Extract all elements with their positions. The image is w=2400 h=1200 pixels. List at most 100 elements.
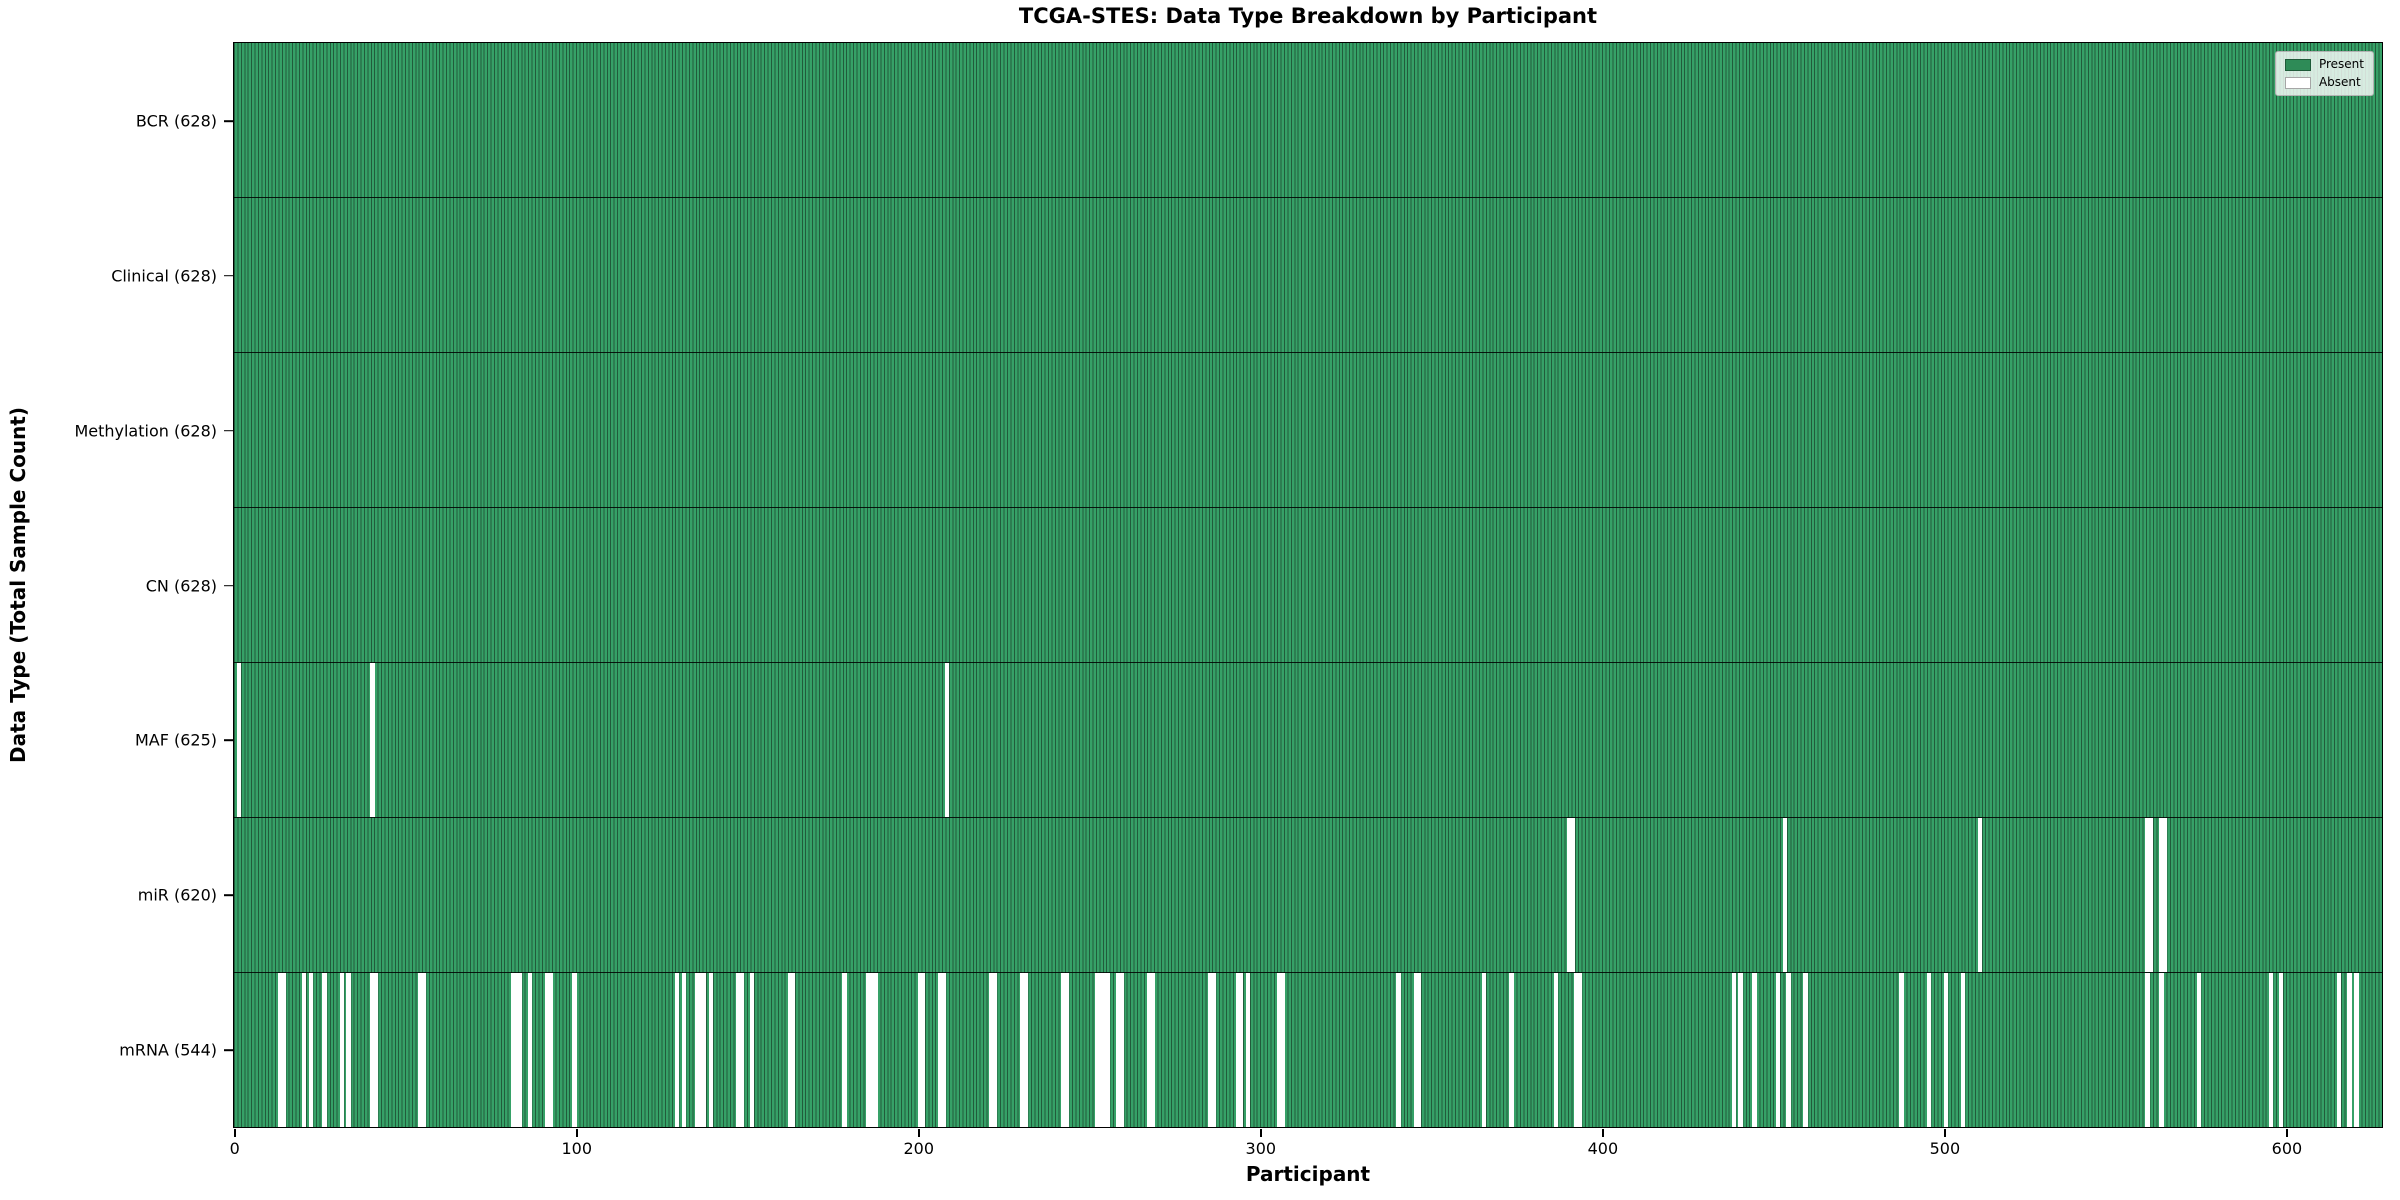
absent-gap [698,973,704,1127]
absent-gap [749,973,755,1127]
x-tick-label: 400 [1587,1139,1619,1158]
absent-gap [1574,973,1579,1127]
legend-label-present: Present [2318,57,2364,71]
absent-gap [695,973,700,1127]
x-tick-label: 200 [903,1139,935,1158]
absent-gap [1115,973,1121,1127]
absent-gap [1280,973,1285,1127]
absent-gap [236,663,242,817]
absent-gap [1211,973,1217,1127]
y-tick-mark [224,274,233,277]
absent-gap [1098,973,1104,1127]
absent-gap [1416,973,1422,1127]
absent-gap [681,973,686,1127]
absent-gap [418,973,423,1127]
y-tick-mark [224,584,233,587]
absent-gap [702,973,707,1127]
absent-gap [322,973,327,1127]
y-tick-mark [224,429,233,432]
row-maf [234,662,2382,817]
row-clinical [234,197,2382,352]
absent-gap [1239,973,1244,1127]
absent-gap [1926,973,1931,1127]
absent-gap [1208,973,1213,1127]
y-tick-label: mRNA (544) [119,1040,217,1060]
absent-gap [989,973,994,1127]
absent-gap [1481,973,1487,1127]
y-tick-label: Clinical (628) [111,266,217,286]
absent-gap [513,973,519,1127]
absent-gap [421,973,427,1127]
absent-gap [2148,818,2154,972]
absent-gap [1776,973,1781,1127]
x-tick-label: 100 [561,1139,592,1158]
y-tick-label: MAF (625) [134,730,217,750]
absent-gap [1102,973,1107,1127]
absent-gap [548,973,553,1127]
absent-gap [1020,973,1025,1127]
legend-item-present: Present [2284,57,2364,71]
x-tick-label: 0 [229,1139,240,1158]
absent-gap [572,973,577,1127]
absent-gap [842,973,847,1127]
x-tick-mark [1260,1129,1262,1137]
absent-gap [873,973,878,1127]
absent-gap [1105,973,1111,1127]
absent-gap [1731,973,1737,1127]
absent-gap [944,663,950,817]
absent-gap [2159,818,2164,972]
absent-gap [1567,818,1572,972]
row-methylation [234,352,2382,507]
absent-gap [370,973,375,1127]
absent-gap [527,973,533,1127]
legend-item-absent: Absent [2284,75,2364,89]
absent-gap [1245,973,1251,1127]
x-axis-label: Participant [1245,1162,1371,1186]
x-tick-label: 600 [2271,1139,2303,1158]
y-tick-label: Methylation (628) [74,421,217,441]
absent-gap [1577,973,1583,1127]
absent-gap [281,973,286,1127]
absent-gap [1738,973,1743,1127]
absent-gap [373,973,379,1127]
absent-gap [2145,818,2150,972]
legend: Present Absent [2274,51,2374,96]
absent-gap [1960,973,1966,1127]
absent-gap [1061,973,1066,1127]
y-tick-mark [224,894,233,896]
row-bcr [234,43,2382,197]
absent-gap [1146,973,1152,1127]
x-tick-mark [1944,1129,1946,1137]
absent-swatch-icon [2284,76,2311,89]
absent-gap [1782,818,1788,972]
x-tick-mark [2286,1129,2288,1137]
absent-gap [346,973,351,1127]
absent-gap [941,973,946,1127]
absent-gap [277,973,283,1127]
x-axis-ticks: 0 100 200 300 400 500 600 [230,1129,2383,1173]
absent-gap [2162,818,2167,972]
absent-gap [1509,973,1514,1127]
absent-gap [674,973,680,1127]
absent-gap [2337,973,2342,1127]
absent-gap [308,973,314,1127]
plot-area: Present Absent [233,42,2383,1128]
row-mir [234,817,2382,972]
absent-gap [510,973,515,1127]
x-tick-mark [233,1129,236,1137]
absent-gap [739,973,745,1127]
absent-gap [1553,973,1559,1127]
absent-gap [736,973,741,1127]
y-tick-label: CN (628) [145,576,217,595]
present-swatch-icon [2284,58,2311,71]
legend-label-absent: Absent [2318,75,2361,89]
absent-gap [2145,973,2150,1127]
absent-gap [1095,973,1100,1127]
absent-gap [708,973,714,1127]
absent-gap [2278,973,2284,1127]
absent-gap [517,973,522,1127]
y-axis-ticks: BCR (628) Clinical (628) Methylation (628)… [0,42,233,1128]
absent-gap [866,973,871,1127]
y-tick-label: BCR (628) [135,111,217,131]
